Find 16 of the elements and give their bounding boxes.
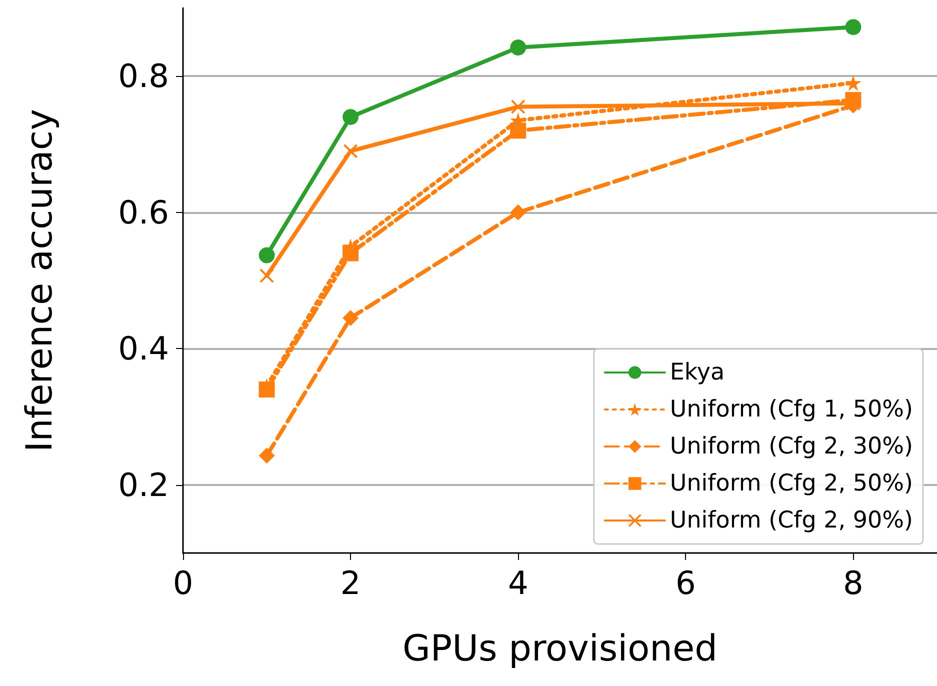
x-tick-label: 6	[675, 564, 696, 602]
y-tick-label: 0.6	[118, 193, 169, 232]
y-tick-label: 0.4	[118, 330, 169, 368]
legend-label: Uniform (Cfg 2, 90%)	[670, 508, 914, 534]
x-tick-label: 2	[340, 564, 361, 602]
x-axis-title: GPUs provisioned	[402, 628, 718, 670]
y-tick-label: 0.8	[118, 57, 169, 96]
x-tick-label: 0	[172, 564, 194, 602]
x-tick-label: 8	[843, 564, 864, 602]
legend-label: Uniform (Cfg 2, 30%)	[670, 434, 914, 460]
x-tick-label: 4	[508, 564, 528, 602]
legend-label: Ekya	[670, 360, 725, 386]
legend-label: Uniform (Cfg 2, 50%)	[670, 470, 914, 496]
legend-label: Uniform (Cfg 1, 50%)	[670, 396, 914, 422]
y-tick-label: 0.2	[118, 466, 169, 504]
y-axis-title: Inference accuracy	[20, 108, 60, 452]
